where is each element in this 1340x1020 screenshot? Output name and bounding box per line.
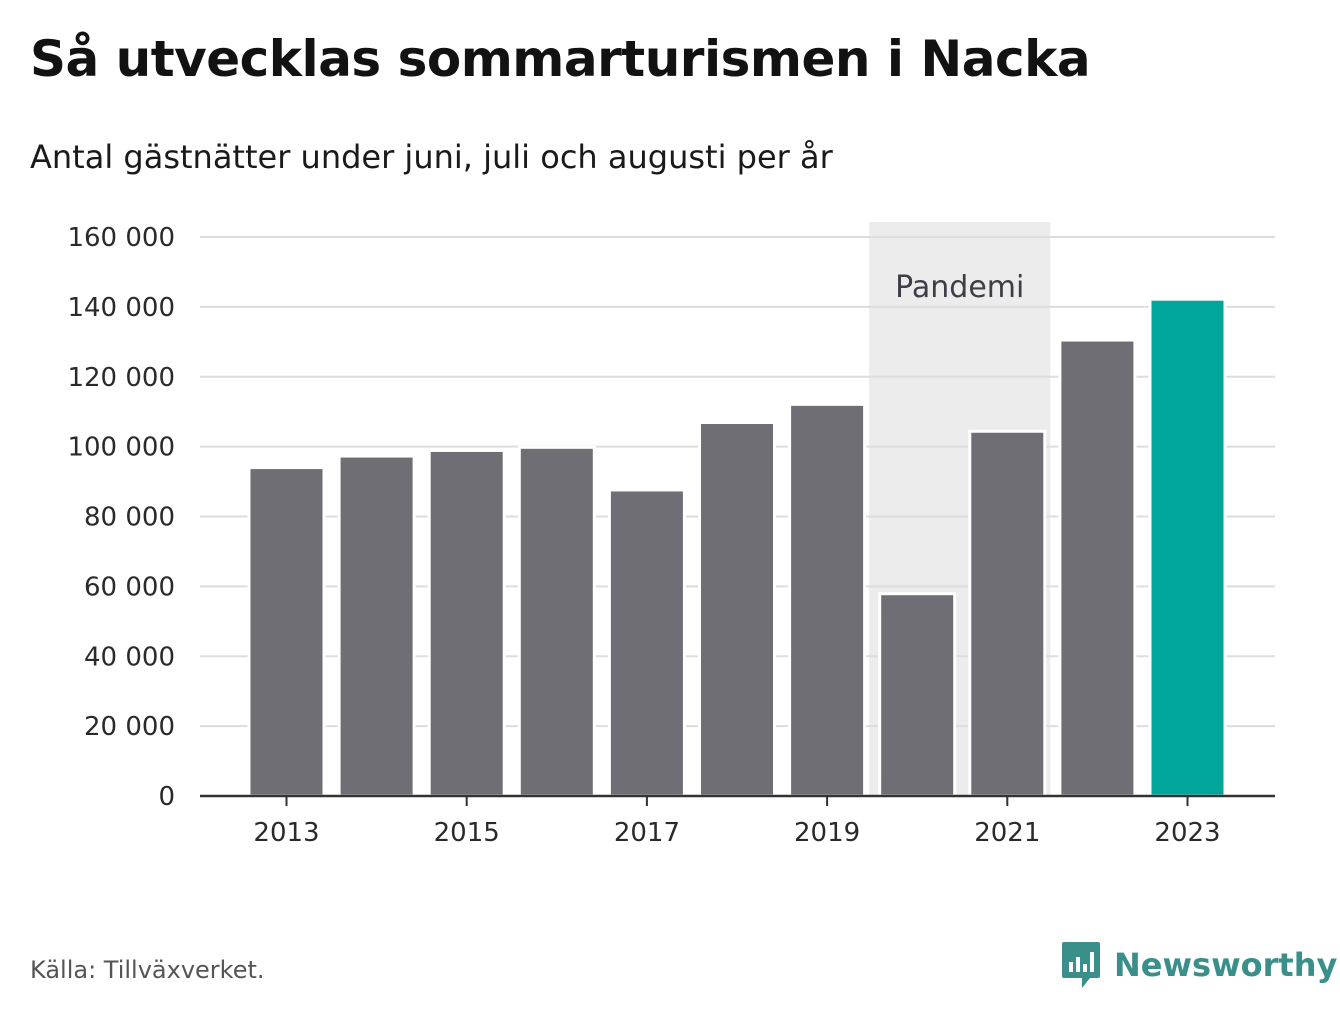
brand-name: Newsworthy xyxy=(1114,946,1338,984)
bar-2013 xyxy=(247,466,326,798)
bar-2015 xyxy=(427,448,506,798)
source-note: Källa: Tillväxverket. xyxy=(30,956,265,984)
x-tick-label: 2021 xyxy=(974,818,1040,848)
brand-logo: Newsworthy xyxy=(1060,940,1337,990)
y-tick-label: 160 000 xyxy=(67,223,175,253)
y-tick-label: 140 000 xyxy=(67,293,175,323)
bar-chart: 0 20 000 40 000 60 000 80 000 100 000 120 000 1… xyxy=(67,222,1275,848)
chart-title: Så utvecklas sommarturismen i Nacka xyxy=(30,30,1091,88)
y-tick-label: 20 000 xyxy=(84,712,175,742)
x-tick-label: 2023 xyxy=(1154,818,1220,848)
bar-2022 xyxy=(1058,338,1137,798)
x-tick-label: 2015 xyxy=(434,818,500,848)
bar-2016 xyxy=(517,445,596,798)
newsworthy-chart-bubble-icon xyxy=(1062,942,1100,988)
y-tick-label: 60 000 xyxy=(84,572,175,602)
y-tick-label: 100 000 xyxy=(67,433,175,463)
x-tick-label: 2017 xyxy=(614,818,680,848)
bar-2021 xyxy=(968,429,1047,798)
x-tick-label: 2019 xyxy=(794,818,860,848)
y-tick-label: 80 000 xyxy=(84,503,175,533)
y-tick-label: 120 000 xyxy=(67,363,175,393)
y-tick-label: 0 xyxy=(158,782,175,812)
bar-2019 xyxy=(788,402,867,798)
y-tick-label: 40 000 xyxy=(84,642,175,672)
x-tick-label: 2013 xyxy=(253,818,319,848)
chart-subtitle: Antal gästnätter under juni, juli och au… xyxy=(30,138,833,176)
bar-2017 xyxy=(607,488,686,798)
pandemic-label: Pandemi xyxy=(895,270,1024,305)
bar-2014 xyxy=(337,454,416,798)
bar-2023 xyxy=(1148,297,1227,798)
bar-2018 xyxy=(698,421,776,798)
bar-2020 xyxy=(878,592,957,798)
